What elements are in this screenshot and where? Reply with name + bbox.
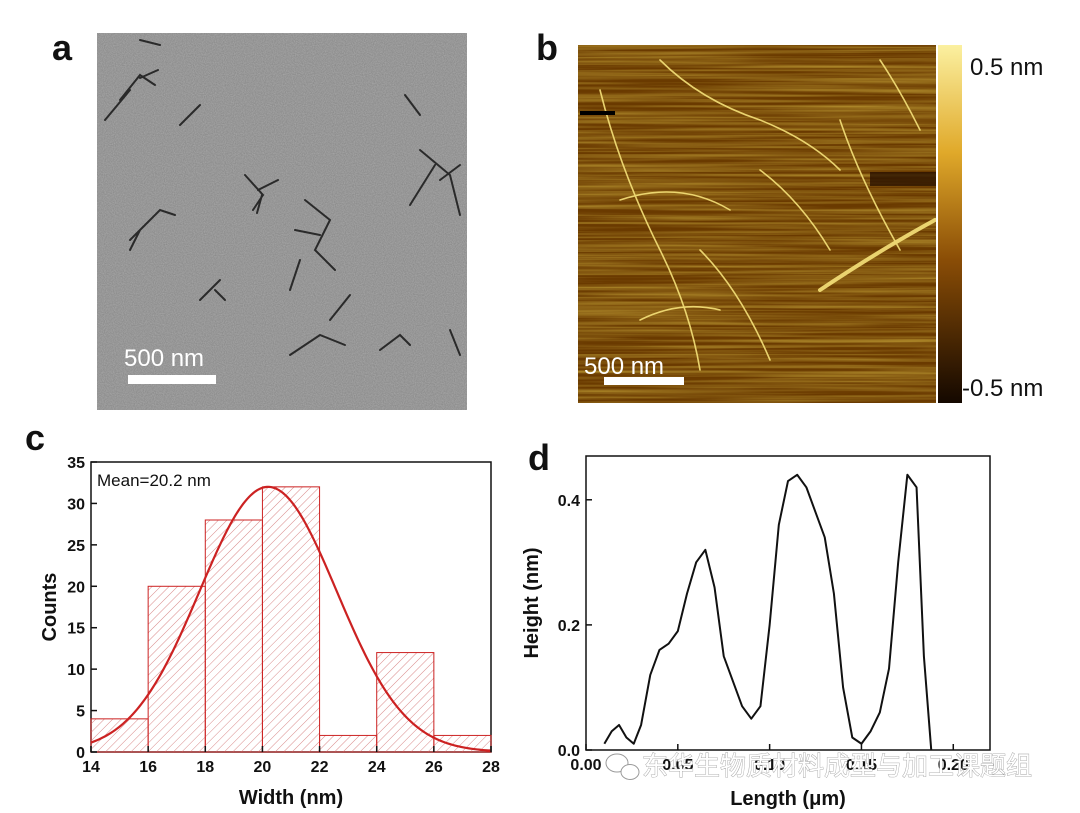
panel-c: c 14 16 18 20 22 24 26 28 0 5 10 15 20 25 30 35 Mean=2…: [25, 417, 500, 809]
histogram-bar-6: [433, 734, 492, 753]
profile-x-tick-label-2: 0.10: [754, 757, 785, 774]
panel-a: a 500 nm: [52, 27, 467, 410]
histogram-y-axis: 0 5 10 15 20 25 30 35: [67, 455, 97, 762]
profile-y-label: Height (nm): [521, 547, 543, 658]
afm-colorbar: [938, 45, 962, 403]
profile-x-tick-label-4: 0.20: [938, 757, 969, 774]
histogram-y-tick-label-2: 10: [67, 662, 85, 679]
profile-y-tick-label-0: 0.0: [558, 743, 580, 760]
histogram-x-label: Width (nm): [239, 787, 343, 809]
histogram-y-tick-label-1: 5: [76, 704, 85, 721]
histogram-x-axis: 14 16 18 20 22 24 26 28: [82, 746, 500, 776]
histogram-bar-0: [90, 718, 149, 753]
afm-texture: [578, 45, 936, 403]
panel-letter-c: c: [25, 417, 45, 458]
histogram-bar-5: [376, 652, 435, 753]
tem-scale-bar: [128, 375, 216, 384]
histogram-x-tick-label-4: 22: [311, 759, 329, 776]
histogram-x-tick-label-0: 14: [82, 759, 100, 776]
histogram-x-tick-label-3: 20: [254, 759, 272, 776]
histogram-bar-3: [261, 486, 321, 753]
wechat-icon: [605, 753, 640, 780]
histogram-x-tick-label-2: 18: [196, 759, 214, 776]
profile-y-axis: 0.0 0.2 0.4: [558, 493, 592, 760]
panel-letter-a: a: [52, 27, 73, 68]
profile-x-tick-label-1: 0.05: [662, 757, 693, 774]
histogram-x-tick-label-6: 26: [425, 759, 443, 776]
tem-scale-label: 500 nm: [124, 345, 204, 372]
watermark-text: 东华生物质材料成型与加工课题组: [642, 752, 1032, 782]
histogram-y-tick-label-3: 15: [67, 621, 85, 638]
panel-b: b 500 nm 0.5 nm -0.5 nm: [536, 27, 1043, 403]
gaussian-fit-curve: [90, 485, 492, 752]
profile-x-label: Length (μm): [730, 788, 846, 810]
histogram-bar-1: [147, 585, 206, 753]
profile-y-tick-label-1: 0.2: [558, 618, 580, 635]
afm-scale-bar: [604, 377, 684, 385]
afm-dark-patch: [870, 172, 936, 186]
panel-letter-d: d: [528, 437, 550, 478]
panel-d: d 0.00 0.05 0.10 0.15 0.20 0.0 0.2 0.4 Length …: [521, 437, 991, 810]
colorbar-max-label: 0.5 nm: [970, 54, 1043, 81]
panel-letter-b: b: [536, 27, 558, 68]
histogram-x-tick-label-5: 24: [368, 759, 386, 776]
histogram-y-tick-label-5: 25: [67, 538, 85, 555]
profile-x-axis: 0.00 0.05 0.10 0.15 0.20: [570, 744, 969, 774]
histogram-y-tick-label-0: 0: [76, 745, 85, 762]
profile-x-tick-label-3: 0.15: [846, 757, 877, 774]
afm-dark-streak: [580, 111, 615, 115]
histogram-bar-2: [204, 519, 263, 753]
histogram-x-tick-label-1: 16: [139, 759, 157, 776]
watermark: 东华生物质材料成型与加工课题组: [605, 752, 1032, 782]
colorbar-min-label: -0.5 nm: [962, 375, 1043, 402]
mean-annotation: Mean=20.2 nm: [97, 471, 211, 490]
afm-image: 500 nm: [578, 45, 936, 403]
afm-scale-label: 500 nm: [584, 353, 664, 380]
afm-fibrils: [599, 59, 936, 371]
profile-y-tick-label-2: 0.4: [558, 493, 580, 510]
histogram-y-tick-label-7: 35: [67, 455, 85, 472]
height-profile-line: [603, 473, 933, 751]
histogram-y-tick-label-4: 20: [67, 579, 85, 596]
histogram-bars: [90, 486, 492, 753]
profile-x-tick-label-0: 0.00: [570, 757, 601, 774]
histogram-bar-4: [319, 734, 378, 753]
tem-image: 500 nm: [97, 33, 467, 410]
histogram-x-tick-label-7: 28: [482, 759, 500, 776]
profile-plot-area: [585, 455, 991, 751]
histogram-y-label: Counts: [39, 573, 61, 642]
tem-fibrils: [104, 39, 461, 356]
histogram-y-tick-label-6: 30: [67, 496, 85, 513]
